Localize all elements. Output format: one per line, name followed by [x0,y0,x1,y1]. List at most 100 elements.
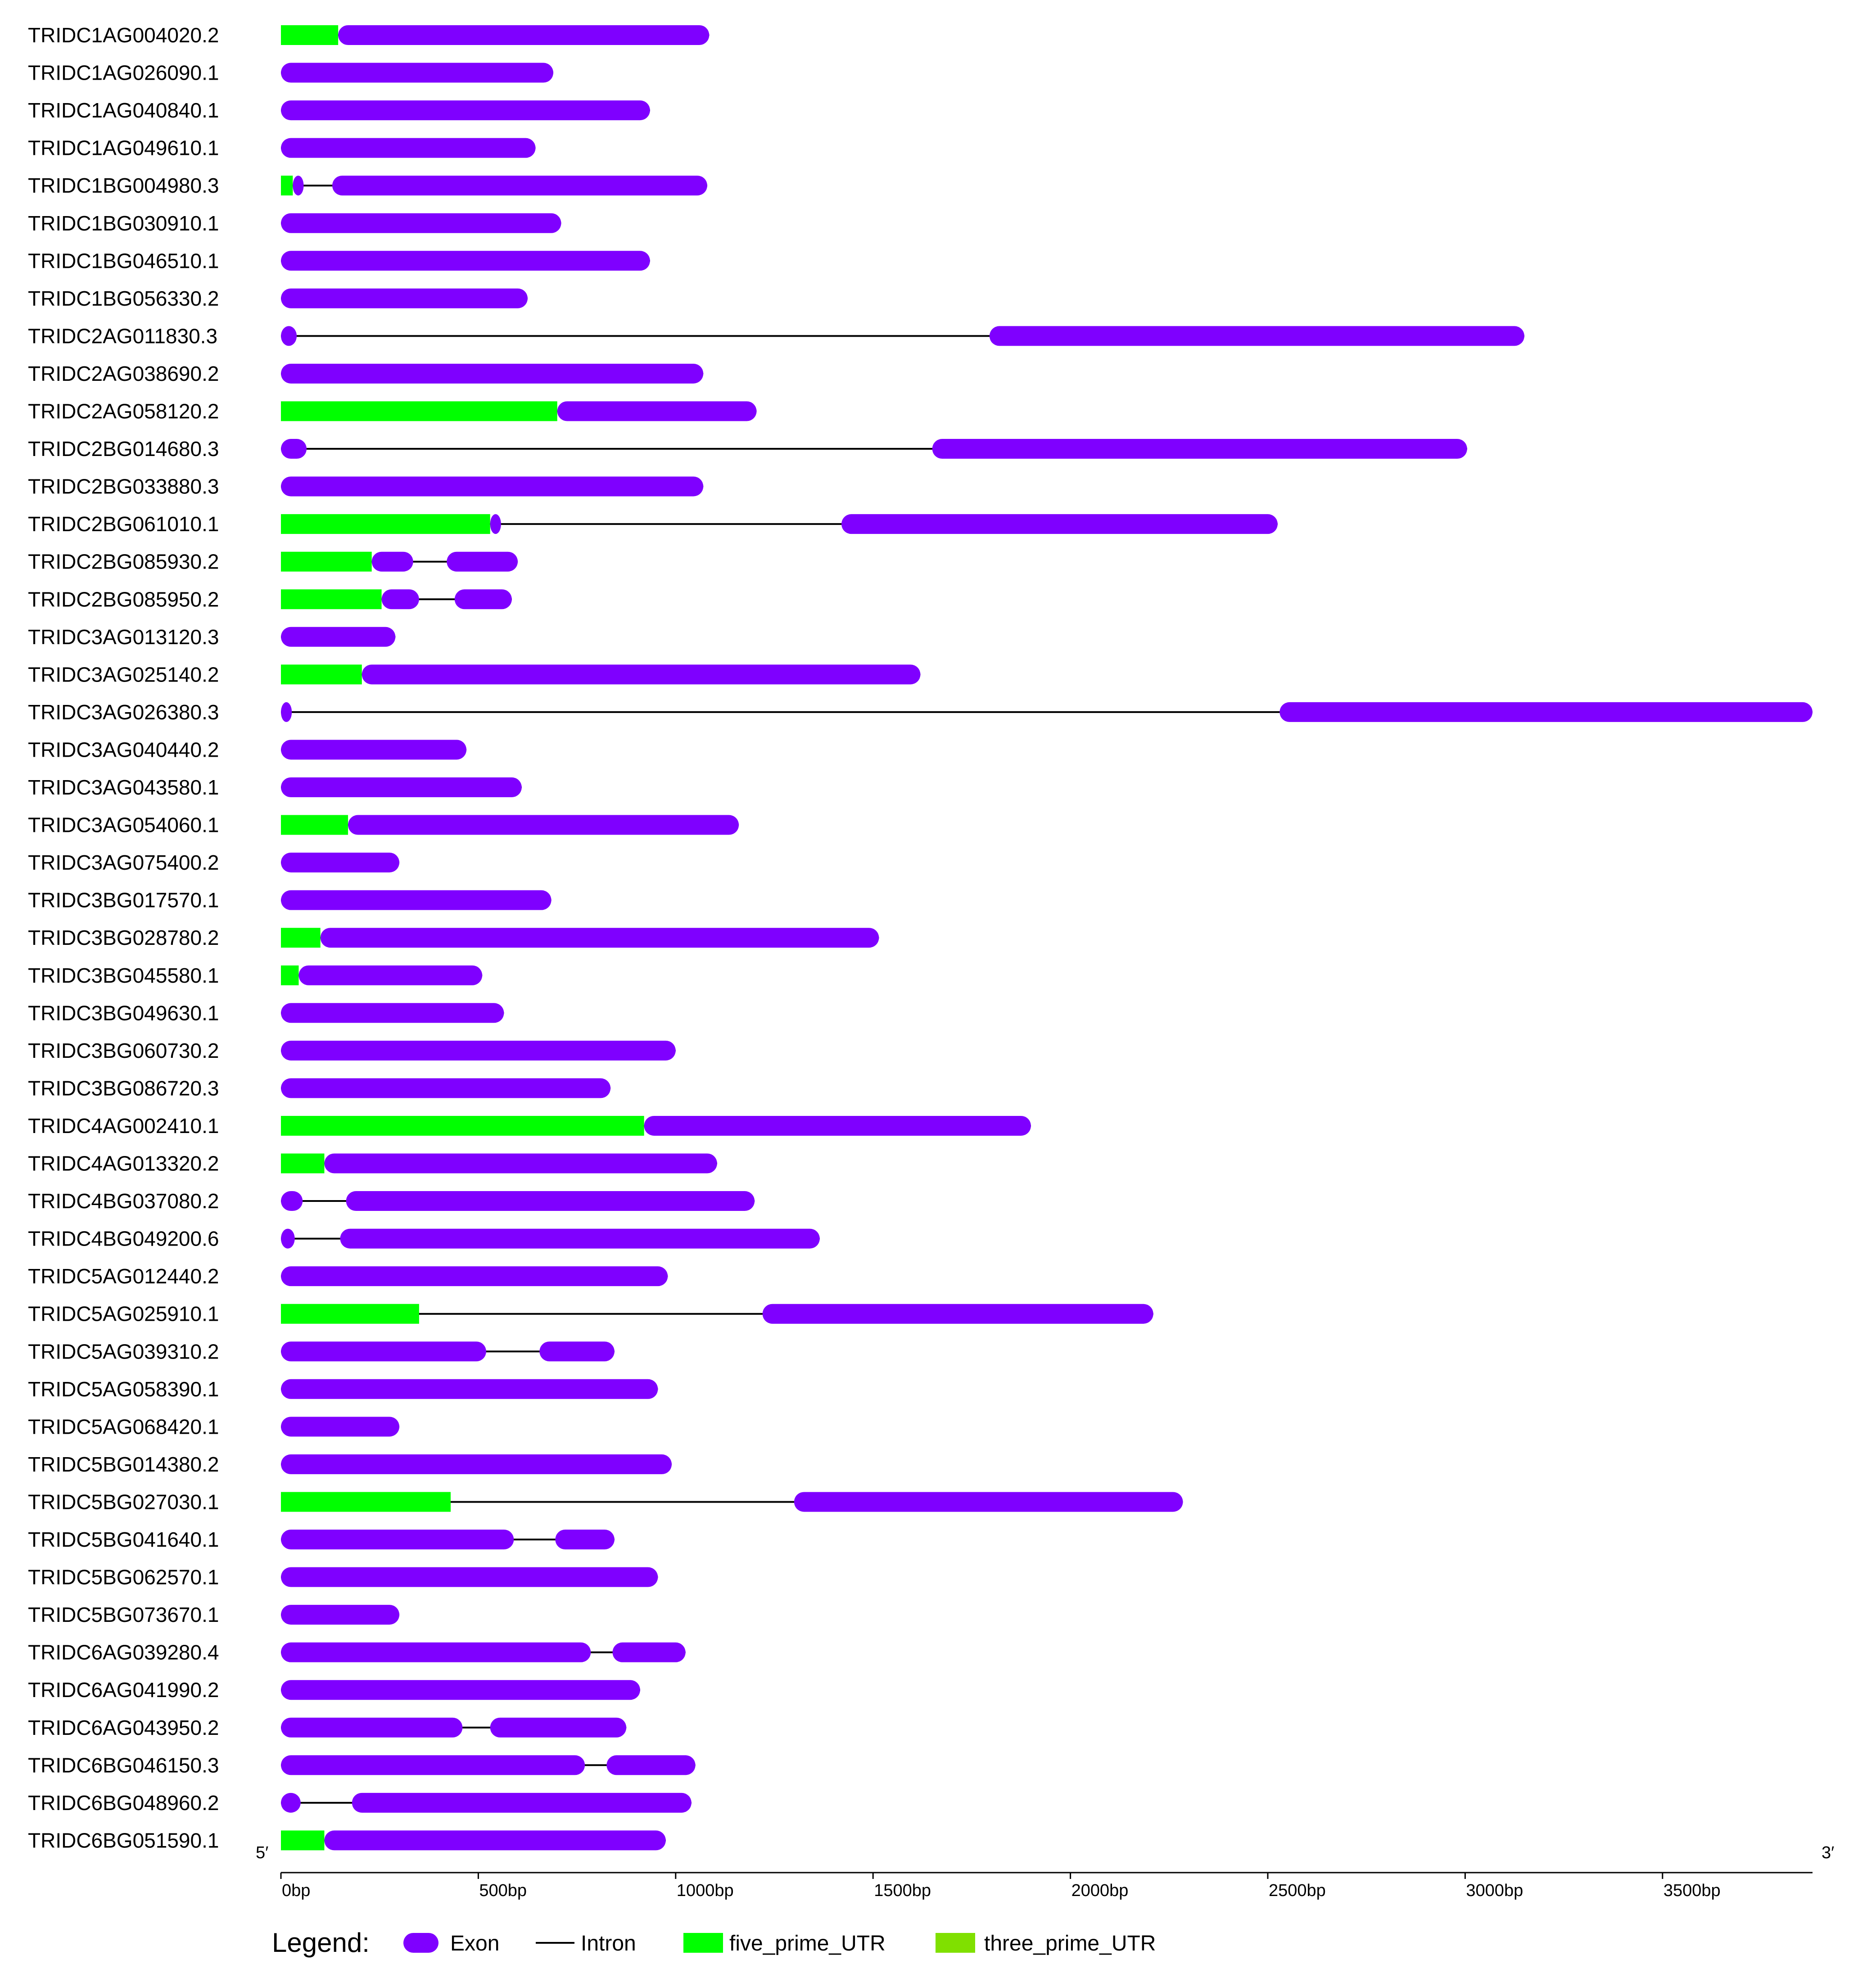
five-prime-utr [281,928,321,948]
gene-row: TRIDC2BG085950.2 [28,587,512,611]
gene-label: TRIDC4BG049200.6 [28,1227,219,1251]
gene-label: TRIDC1AG026090.1 [28,61,219,85]
gene-label: TRIDC6AG041990.2 [28,1678,219,1702]
gene-row: TRIDC3BG060730.2 [28,1039,676,1062]
exon [340,1228,820,1249]
gene-row: TRIDC1AG040840.1 [28,99,650,122]
gene-label: TRIDC4AG002410.1 [28,1114,219,1138]
gene-row: TRIDC2AG058120.2 [28,400,757,423]
legend-three-prime-UTR-swatch [936,1933,975,1953]
gene-row: TRIDC4AG013320.2 [28,1152,717,1175]
exon [320,928,879,948]
exon [447,551,518,572]
gene-label: TRIDC3BG086720.3 [28,1076,219,1100]
gene-row: TRIDC3AG026380.3 [28,700,1813,724]
gene-row: TRIDC5BG062570.1 [28,1566,658,1589]
exon [281,1003,504,1023]
exon [557,401,757,421]
exon [281,1379,658,1399]
gene-label: TRIDC2AG011830.3 [28,324,217,348]
exon [644,1115,1031,1136]
gene-row: TRIDC4AG002410.1 [28,1114,1031,1138]
five-prime-utr [281,815,348,835]
gene-label: TRIDC4AG013320.2 [28,1152,219,1175]
gene-label: TRIDC5BG027030.1 [28,1490,219,1513]
exon [281,326,297,346]
gene-row: TRIDC1BG046510.1 [28,249,650,272]
gene-label: TRIDC2AG058120.2 [28,400,219,423]
gene-row: TRIDC6BG046150.3 [28,1753,696,1777]
exon [612,1642,686,1662]
exon [381,589,419,610]
x-axis-tick-label: 1500bp [874,1881,931,1900]
gene-label: TRIDC1BG056330.2 [28,287,219,310]
exon [348,815,739,835]
gene-row: TRIDC3BG017570.1 [28,889,551,912]
five-prime-utr [281,1115,644,1136]
gene-label: TRIDC6BG048960.2 [28,1791,219,1815]
gene-label: TRIDC6AG039280.4 [28,1641,219,1664]
three-prime-end-label: 3′ [1822,1843,1834,1862]
gene-label: TRIDC3BG049630.1 [28,1001,219,1025]
gene-label: TRIDC3BG017570.1 [28,889,219,912]
five-prime-utr [281,1830,325,1851]
legend-label: Intron [581,1932,636,1955]
exon [281,1040,676,1061]
gene-row: TRIDC5BG041640.1 [28,1528,615,1551]
exon [281,627,396,647]
gene-row: TRIDC3AG040440.2 [28,738,467,761]
gene-row: TRIDC5AG025910.1 [28,1302,1153,1326]
gene-label: TRIDC3AG025140.2 [28,663,219,686]
gene-label: TRIDC6BG051590.1 [28,1829,219,1852]
exon [281,476,704,497]
gene-row: TRIDC5AG068420.1 [28,1415,400,1438]
gene-label: TRIDC3AG040440.2 [28,738,219,761]
five-prime-utr [281,25,339,45]
exon [281,1078,611,1098]
gene-label: TRIDC5BG062570.1 [28,1566,219,1589]
gene-row: TRIDC3AG054060.1 [28,813,739,837]
legend-item-five-prime-UTR: five_prime_UTR [683,1932,886,1955]
exon [346,1191,755,1211]
legend-five-prime-UTR-swatch [683,1933,723,1953]
gene-label: TRIDC3AG013120.3 [28,625,219,649]
gene-label: TRIDC1BG046510.1 [28,249,219,272]
exon [281,1605,400,1625]
legend-label: five_prime_UTR [729,1932,886,1955]
gene-row: TRIDC3BG049630.1 [28,1001,504,1025]
gene-row: TRIDC6AG039280.4 [28,1641,686,1664]
exon [281,1530,514,1549]
exon [281,63,553,83]
gene-label: TRIDC2BG061010.1 [28,512,219,536]
gene-label: TRIDC5BG041640.1 [28,1528,219,1551]
exon [338,25,710,45]
gene-row: TRIDC3AG013120.3 [28,625,396,649]
genes-layer: TRIDC1AG004020.2 TRIDC1AG026090.1 TRIDC1AG… [28,23,1813,1852]
five-prime-utr [281,589,382,610]
gene-row: TRIDC2AG038690.2 [28,362,704,385]
exon [281,251,650,271]
gene-label: TRIDC3AG026380.3 [28,700,219,724]
five-prime-utr [281,1153,325,1174]
five-prime-utr [281,1304,419,1324]
gene-row: TRIDC3AG075400.2 [28,851,400,874]
exon [281,1228,295,1249]
gene-label: TRIDC1BG004980.3 [28,174,219,197]
x-axis-tick-label: 3500bp [1664,1881,1721,1900]
gene-label: TRIDC1AG049610.1 [28,136,219,160]
exon [281,363,704,384]
x-axis-tick-label: 0bp [282,1881,310,1900]
gene-label: TRIDC3BG060730.2 [28,1039,219,1062]
gene-row: TRIDC1BG030910.1 [28,212,561,235]
gene-label: TRIDC1AG040840.1 [28,99,219,122]
gene-row: TRIDC3AG043580.1 [28,776,522,799]
gene-row: TRIDC4BG037080.2 [28,1189,755,1213]
exon [281,100,650,121]
gene-label: TRIDC5AG025910.1 [28,1302,219,1326]
x-axis-tick-label: 2500bp [1269,1881,1326,1900]
gene-row: TRIDC5BG027030.1 [28,1490,1183,1513]
exon [794,1492,1183,1512]
exon [371,551,413,572]
five-prime-utr [281,664,362,685]
